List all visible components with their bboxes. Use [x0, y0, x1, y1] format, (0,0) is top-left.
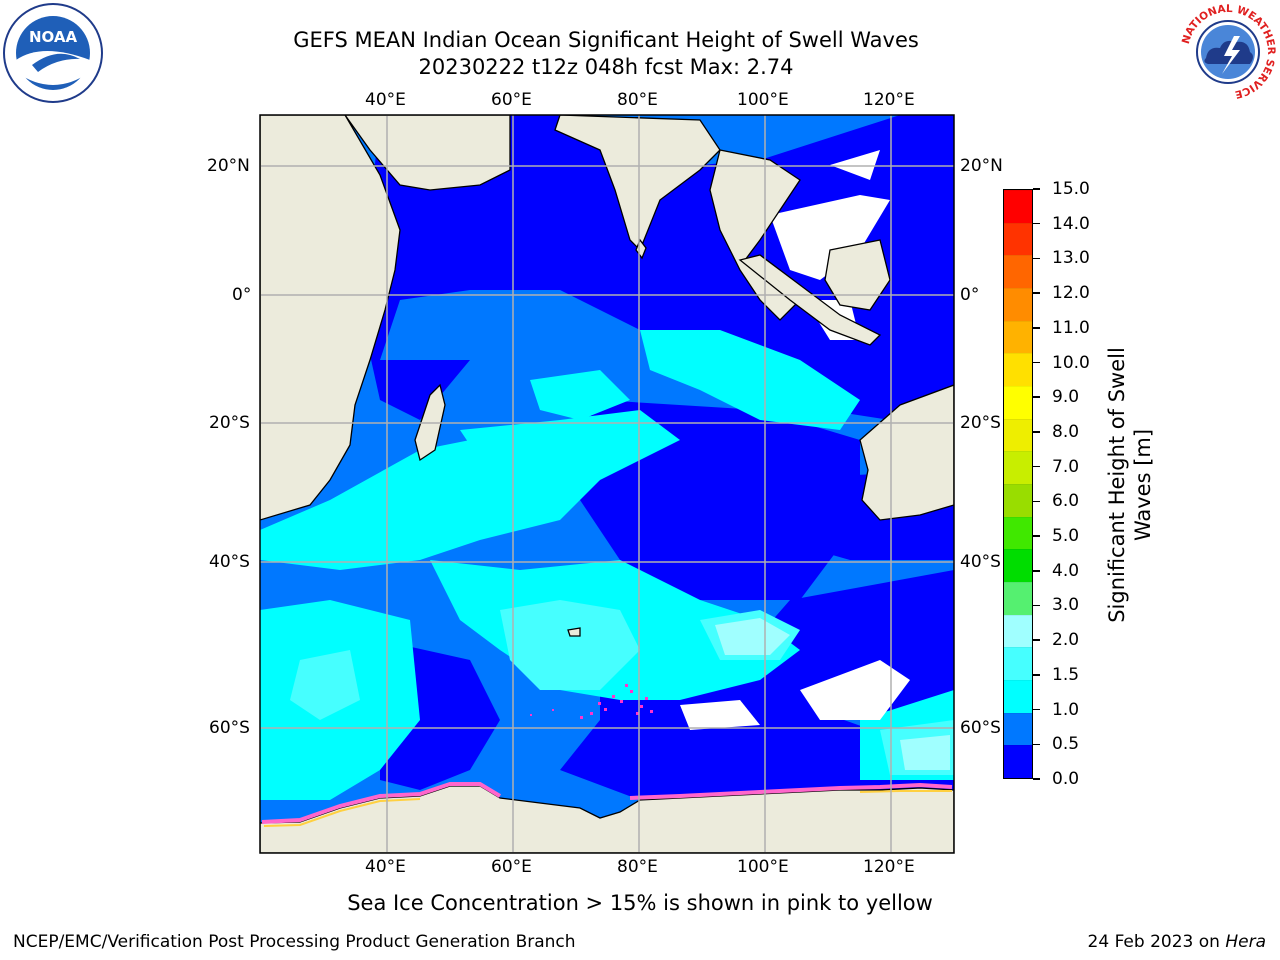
lat-tick-right: 20°N — [960, 156, 1003, 176]
lon-tick-top: 80°E — [617, 90, 658, 110]
colorbar-segment — [1004, 483, 1032, 517]
colorbar-tick-label: 0.0 — [1052, 769, 1080, 789]
colorbar-tick-label: 15.0 — [1052, 179, 1090, 199]
colorbar-tick-label: 11.0 — [1052, 317, 1090, 338]
map-frame — [259, 114, 955, 854]
credit-line: NCEP/EMC/Verification Post Processing Pr… — [13, 932, 576, 952]
colorbar-segment — [1004, 385, 1032, 419]
colorbar-tick — [1033, 639, 1040, 641]
colorbar-tick-label: 1.5 — [1052, 664, 1080, 685]
lon-tick-bottom: 100°E — [737, 857, 789, 877]
map-gridlines — [260, 115, 954, 853]
swell-band-2-0-to-3-0 — [715, 618, 950, 770]
colorbar-tick — [1033, 222, 1040, 225]
lat-tick-left: 40°S — [209, 552, 250, 572]
colorbar-tick-label: 1.0 — [1052, 699, 1080, 720]
colorbar-tick-label: 8.0 — [1052, 421, 1080, 442]
lon-tick-bottom: 40°E — [365, 857, 406, 877]
colorbar-segment — [1004, 451, 1032, 484]
colorbar-tick — [1033, 535, 1040, 537]
colorbar-tick-label: 14.0 — [1052, 213, 1090, 234]
colorbar-tick — [1033, 396, 1040, 398]
colorbar-tick-label: 7.0 — [1052, 456, 1080, 477]
colorbar-tick-label: 5.0 — [1052, 526, 1080, 547]
map-title: GEFS MEAN Indian Ocean Significant Heigh… — [293, 28, 919, 52]
nws-logo: NATIONAL WEATHER SERVICE — [1180, 3, 1277, 101]
colorbar — [1003, 189, 1033, 779]
colorbar-tick-label: 13.0 — [1052, 248, 1090, 269]
colorbar-segment — [1004, 189, 1032, 223]
colorbar-segment — [1004, 581, 1032, 615]
colorbar-tick — [1033, 604, 1040, 607]
noaa-logo-text: NOAA — [29, 28, 78, 46]
no-data-region — [680, 150, 910, 730]
colorbar-tick — [1033, 465, 1040, 468]
colorbar-tick — [1033, 708, 1040, 711]
colorbar-segment — [1004, 614, 1032, 648]
lon-tick-top: 120°E — [863, 90, 915, 110]
lat-tick-right: 20°S — [960, 413, 1001, 433]
colorbar-tick-label: 4.0 — [1052, 560, 1080, 581]
colorbar-label: Significant Height of Swell Waves [m] — [1105, 347, 1155, 623]
map-subtitle: 20230222 t12z 048h fcst Max: 2.74 — [418, 55, 794, 79]
colorbar-segment — [1004, 745, 1032, 778]
colorbar-tick — [1033, 188, 1040, 190]
lat-tick-left: 20°N — [207, 156, 250, 176]
colorbar-tick — [1033, 257, 1040, 260]
colorbar-tick-label: 2.0 — [1052, 630, 1080, 651]
lon-tick-top: 40°E — [365, 90, 406, 110]
colorbar-tick — [1033, 292, 1040, 294]
colorbar-tick — [1033, 778, 1040, 780]
colorbar-tick — [1033, 743, 1040, 746]
colorbar-segment — [1004, 222, 1032, 256]
land — [260, 115, 954, 853]
colorbar-tick-label: 9.0 — [1052, 387, 1080, 408]
lon-tick-bottom: 80°E — [617, 857, 658, 877]
lon-tick-top: 100°E — [737, 90, 789, 110]
colorbar-tick — [1033, 674, 1040, 676]
lat-tick-left: 60°S — [209, 718, 250, 738]
colorbar-segment — [1004, 679, 1032, 713]
colorbar-segment — [1004, 255, 1032, 288]
colorbar-segment — [1004, 418, 1032, 452]
generation-date: 24 Feb 2023 on Hera — [1087, 932, 1266, 952]
lon-tick-bottom: 60°E — [491, 857, 532, 877]
colorbar-tick — [1033, 327, 1040, 329]
colorbar-segment — [1004, 516, 1032, 550]
lat-tick-right: 0° — [960, 285, 980, 305]
noaa-logo: NOAA — [3, 3, 103, 103]
lat-tick-left: 0° — [232, 285, 252, 305]
lat-tick-right: 60°S — [960, 718, 1001, 738]
lon-tick-top: 60°E — [491, 90, 532, 110]
colorbar-tick — [1033, 361, 1040, 364]
lon-tick-bottom: 120°E — [863, 857, 915, 877]
colorbar-tick — [1033, 500, 1040, 503]
lat-tick-left: 20°S — [209, 413, 250, 433]
sea-ice-edge — [261, 782, 953, 827]
colorbar-segment — [1004, 712, 1032, 746]
colorbar-segment — [1004, 647, 1032, 680]
colorbar-tick-label: 6.0 — [1052, 491, 1080, 512]
colorbar-tick — [1033, 570, 1040, 572]
colorbar-tick-label: 10.0 — [1052, 352, 1090, 373]
colorbar-tick-label: 0.5 — [1052, 734, 1080, 755]
sea-ice-patches — [530, 684, 653, 719]
colorbar-tick-label: 3.0 — [1052, 595, 1080, 616]
colorbar-segment — [1004, 549, 1032, 582]
colorbar-segment — [1004, 287, 1032, 321]
colorbar-tick — [1033, 431, 1040, 433]
lat-tick-right: 40°S — [960, 552, 1001, 572]
colorbar-tick-label: 12.0 — [1052, 283, 1090, 304]
colorbar-segment — [1004, 320, 1032, 354]
sea-ice-note: Sea Ice Concentration > 15% is shown in … — [347, 891, 933, 915]
colorbar-segment — [1004, 353, 1032, 386]
